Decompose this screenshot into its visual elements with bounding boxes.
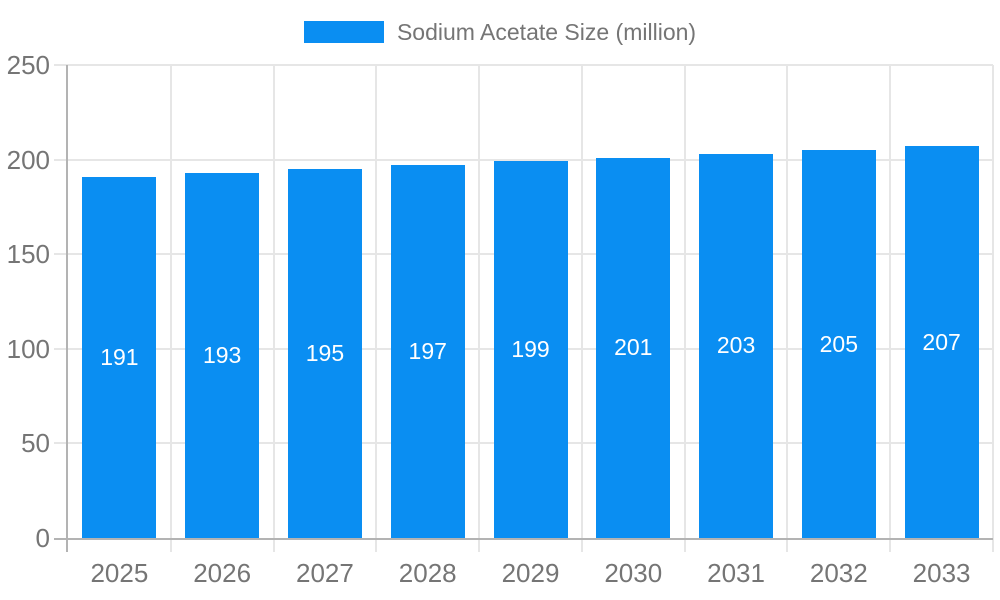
gridline-vertical <box>169 65 172 552</box>
gridline-vertical <box>992 65 994 552</box>
legend-label: Sodium Acetate Size (million) <box>396 19 697 45</box>
y-tick-label: 50 <box>21 428 50 459</box>
legend-swatch <box>303 21 384 43</box>
x-tick-label: 2025 <box>90 558 149 588</box>
bar-value-label: 193 <box>202 341 242 368</box>
legend[interactable]: Sodium Acetate Size (million) <box>0 19 1000 45</box>
x-tick-label: 2031 <box>707 558 765 588</box>
plot-area: 191 193 195 197 199 201 203 205 207 0 50 100 150 200 2… <box>7 50 994 588</box>
y-tick-mark <box>54 347 68 350</box>
gridline-horizontal <box>68 64 993 66</box>
y-tick-label: 0 <box>35 523 50 553</box>
gridline-vertical <box>683 65 686 552</box>
gridline-vertical <box>478 65 481 552</box>
bar-2028[interactable] <box>390 165 465 538</box>
gridline-vertical <box>786 65 789 552</box>
bar-value-label: 207 <box>922 328 961 355</box>
bar-2031[interactable] <box>699 153 774 538</box>
gridline-vertical <box>889 65 892 552</box>
x-tick-label: 2033 <box>912 558 971 588</box>
bar-value-label: 201 <box>614 334 653 361</box>
x-tick-label: 2027 <box>296 558 354 588</box>
x-tick-label: 2032 <box>809 558 868 588</box>
bar-2027[interactable] <box>287 169 362 538</box>
x-tick-label: 2030 <box>604 558 663 588</box>
gridline-horizontal <box>68 158 993 161</box>
bar-value-label: 205 <box>819 330 859 357</box>
y-tick-label: 150 <box>6 239 50 270</box>
bar-2029[interactable] <box>493 161 568 538</box>
gridline-vertical <box>580 65 583 552</box>
y-tick-mark <box>54 64 68 66</box>
bar-2032[interactable] <box>801 150 876 538</box>
y-tick-label: 100 <box>6 333 50 364</box>
bar-value-label: 195 <box>305 340 345 367</box>
y-tick-mark <box>54 253 68 256</box>
bar-value-label: 191 <box>100 343 139 370</box>
x-axis-line <box>54 538 993 540</box>
bar-value-label: 199 <box>511 336 550 363</box>
y-tick-mark <box>54 442 68 445</box>
gridline-vertical <box>375 65 378 552</box>
bar-2030[interactable] <box>596 157 671 538</box>
bar-value-label: 203 <box>716 332 756 359</box>
x-tick-label: 2028 <box>398 558 457 588</box>
y-tick-mark <box>54 158 68 161</box>
x-tick-label: 2029 <box>501 558 560 588</box>
bar-2026[interactable] <box>185 172 260 538</box>
bar-2025[interactable] <box>82 176 157 538</box>
y-axis-line <box>66 65 68 552</box>
bar-value-label: 197 <box>408 338 447 365</box>
bar-2033[interactable] <box>904 146 979 538</box>
gridline-vertical <box>272 65 275 552</box>
y-tick-label: 250 <box>6 50 50 80</box>
y-tick-label: 200 <box>6 144 50 175</box>
x-tick-label: 2026 <box>193 558 252 588</box>
